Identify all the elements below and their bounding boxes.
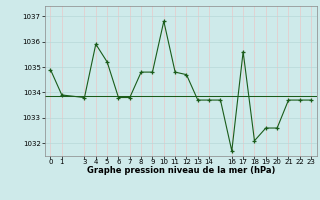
X-axis label: Graphe pression niveau de la mer (hPa): Graphe pression niveau de la mer (hPa) <box>87 166 275 175</box>
